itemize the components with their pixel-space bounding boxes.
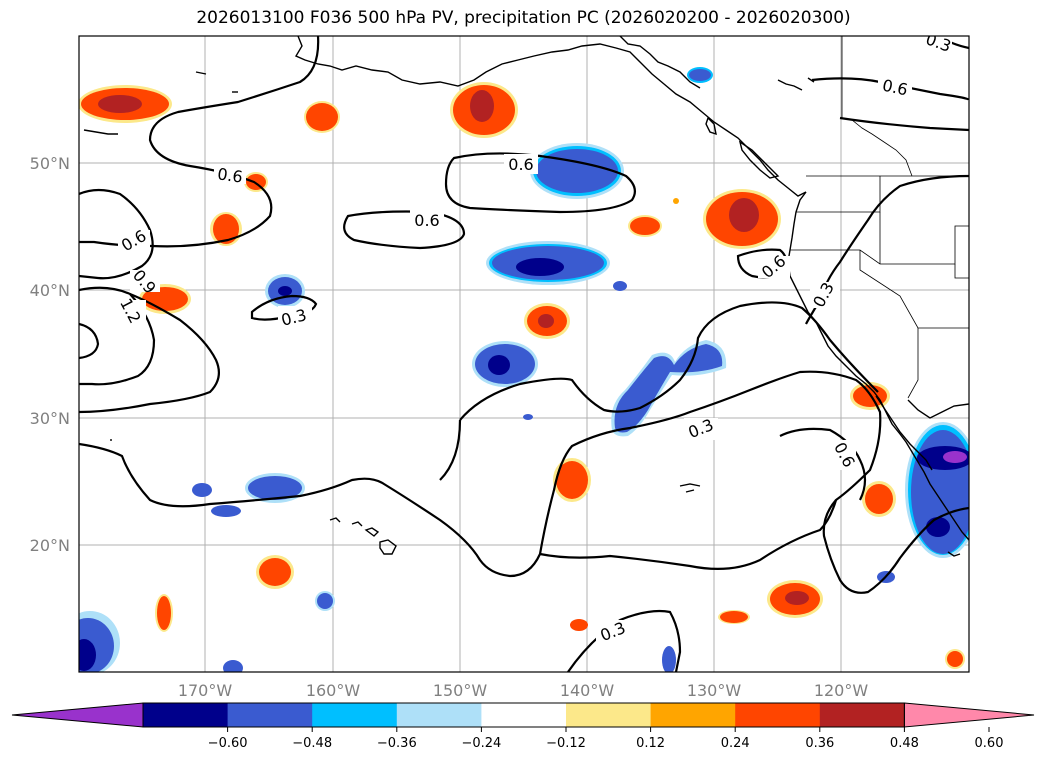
colorbar-segment bbox=[481, 703, 567, 727]
precip-blob bbox=[570, 619, 588, 631]
latitude-labels: 50°N 40°N 30°N 20°N bbox=[30, 154, 70, 555]
precip-blob bbox=[223, 660, 243, 672]
precip-blob bbox=[79, 611, 120, 672]
precip-blob bbox=[524, 303, 570, 339]
precip-blob bbox=[486, 241, 610, 285]
precip-blob bbox=[155, 594, 173, 632]
colorbar-outline bbox=[142, 702, 905, 728]
lon-label: 160°W bbox=[306, 681, 361, 700]
precip-blob bbox=[862, 481, 896, 517]
colorbar-segment bbox=[396, 703, 482, 727]
precip-blob bbox=[79, 85, 172, 123]
colorbar-tick-label: −0.12 bbox=[546, 736, 586, 751]
precip-blob bbox=[613, 281, 627, 291]
precip-blob bbox=[450, 82, 518, 138]
contour-label: 0.6 bbox=[881, 76, 910, 100]
colorbar-tick-label: −0.36 bbox=[377, 736, 417, 751]
colorbar-segment bbox=[566, 703, 652, 727]
coastlines bbox=[83, 36, 969, 557]
colorbar-segment bbox=[227, 703, 313, 727]
colorbar-segment bbox=[650, 703, 736, 727]
colorbar-tick-label: 0.48 bbox=[890, 736, 919, 751]
lat-label: 30°N bbox=[30, 409, 70, 428]
longitude-labels: 170°W 160°W 150°W 140°W 130°W 120°W bbox=[178, 681, 869, 700]
precip-blob bbox=[472, 341, 538, 387]
colorbar-segment bbox=[819, 703, 905, 727]
colorbar-segment bbox=[735, 703, 821, 727]
lat-label: 20°N bbox=[30, 536, 70, 555]
colorbar-tick-label: −0.48 bbox=[292, 736, 332, 751]
precip-blob bbox=[192, 483, 212, 497]
precip-blob bbox=[611, 340, 727, 437]
precip-blob bbox=[703, 189, 781, 249]
precip-blob bbox=[553, 458, 591, 502]
colorbar-tick-label: 0.12 bbox=[636, 736, 665, 751]
map-title: 2026013100 F036 500 hPa PV, precipitatio… bbox=[196, 8, 851, 28]
plot-frame bbox=[78, 35, 970, 673]
lon-label: 150°W bbox=[433, 681, 488, 700]
colorbar-tick-label: 0.36 bbox=[805, 736, 834, 751]
precip-blob bbox=[945, 649, 965, 669]
lat-label: 40°N bbox=[30, 281, 70, 300]
colorbar-segment bbox=[312, 703, 398, 727]
precip-blob bbox=[523, 414, 533, 420]
precip-positive-blobs bbox=[79, 82, 965, 669]
colorbar-tick-label: 0.60 bbox=[975, 736, 1004, 751]
precip-blob bbox=[687, 67, 713, 83]
colorbar-tick-label: 0.24 bbox=[721, 736, 750, 751]
colorbar-extend-high bbox=[903, 702, 1035, 728]
precip-blob bbox=[245, 473, 305, 503]
precip-blob bbox=[315, 591, 335, 611]
colorbar-segment bbox=[143, 703, 229, 727]
contour-label: 0.6 bbox=[414, 211, 439, 230]
lon-label: 130°W bbox=[687, 681, 742, 700]
colorbar-tick-label: −0.24 bbox=[461, 736, 501, 751]
contour-label: 0.6 bbox=[216, 164, 244, 186]
precip-blob bbox=[718, 610, 750, 624]
colorbar: −0.60 −0.48 −0.36 −0.24 −0.12 0.12 0.24 0.36 0.4… bbox=[11, 702, 1035, 751]
precip-blob bbox=[662, 646, 676, 672]
contour-label: 0.6 bbox=[508, 155, 533, 174]
colorbar-tick-label: −0.60 bbox=[208, 736, 248, 751]
lon-label: 170°W bbox=[178, 681, 233, 700]
precip-blob bbox=[673, 198, 679, 204]
colorbar-extend-low bbox=[11, 702, 144, 728]
lat-label: 50°N bbox=[30, 154, 70, 173]
precip-blob bbox=[767, 580, 823, 618]
precip-blob bbox=[628, 215, 662, 237]
precip-blob bbox=[256, 555, 294, 589]
lon-label: 120°W bbox=[814, 681, 869, 700]
precip-blob bbox=[265, 274, 305, 308]
precip-blob bbox=[211, 505, 241, 517]
precip-blob bbox=[304, 101, 340, 133]
lon-label: 140°W bbox=[560, 681, 615, 700]
